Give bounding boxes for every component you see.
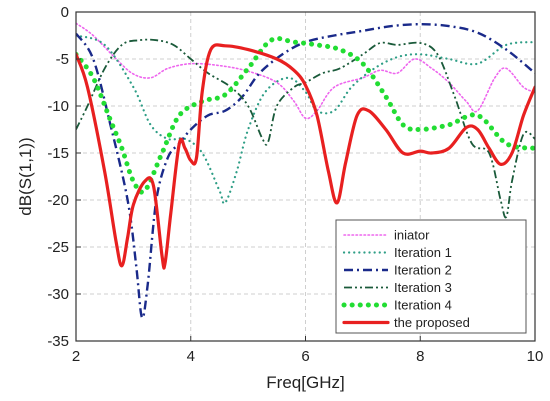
y-tick-label: -25 [47, 239, 69, 256]
x-tick-label: 2 [72, 348, 80, 365]
legend-label-6: the proposed [394, 315, 470, 330]
y-tick-label: -10 [47, 98, 69, 115]
series-line-1 [76, 22, 535, 120]
series-line-3 [76, 23, 535, 319]
y-tick-label: -35 [47, 333, 69, 350]
legend: iniator Iteration 1 Iteration 2 Iteration 3… [335, 219, 527, 334]
y-tick-label: -5 [56, 51, 69, 68]
y-tick-label: 0 [61, 4, 69, 21]
legend-label-2: Iteration 1 [394, 245, 452, 260]
series-line-5 [76, 36, 535, 195]
y-axis-label: dB(S(1,1)) [16, 137, 35, 215]
x-axis-label: Freq[GHz] [266, 373, 344, 392]
legend-label-5: Iteration 4 [394, 298, 452, 313]
y-tick-label: -20 [47, 192, 69, 209]
x-tick-label: 8 [416, 348, 424, 365]
x-tick-label: 6 [301, 348, 309, 365]
ticks: 2 4 6 8 10 0 -5 -10 -15 -20 -25 -30 -35 [47, 4, 543, 365]
legend-label-3: Iteration 2 [394, 263, 452, 278]
series-layer [76, 22, 535, 319]
x-tick-label: 10 [527, 348, 544, 365]
legend-label-4: Iteration 3 [394, 280, 452, 295]
legend-box [335, 219, 527, 334]
series-line-6 [76, 43, 535, 270]
legend-label-1: iniator [394, 228, 430, 243]
y-tick-label: -15 [47, 145, 69, 162]
y-tick-label: -30 [47, 286, 69, 303]
series-line-2 [76, 34, 535, 205]
x-tick-label: 4 [187, 348, 195, 365]
